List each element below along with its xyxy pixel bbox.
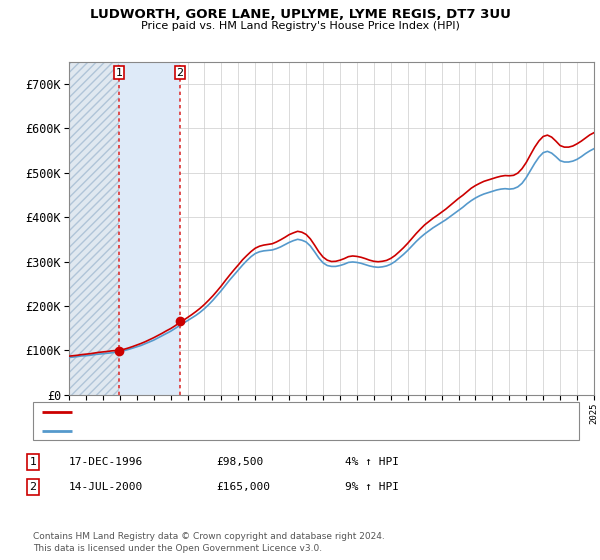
Text: HPI: Average price, detached house, East Devon: HPI: Average price, detached house, East…: [78, 426, 330, 436]
Text: 1: 1: [116, 68, 122, 78]
Text: 17-DEC-1996: 17-DEC-1996: [69, 457, 143, 467]
Text: £165,000: £165,000: [216, 482, 270, 492]
Text: £98,500: £98,500: [216, 457, 263, 467]
Text: 4% ↑ HPI: 4% ↑ HPI: [345, 457, 399, 467]
Text: 2: 2: [29, 482, 37, 492]
Text: 9% ↑ HPI: 9% ↑ HPI: [345, 482, 399, 492]
Text: LUDWORTH, GORE LANE, UPLYME, LYME REGIS, DT7 3UU: LUDWORTH, GORE LANE, UPLYME, LYME REGIS,…: [89, 8, 511, 21]
Bar: [69, 62, 119, 395]
Text: Price paid vs. HM Land Registry's House Price Index (HPI): Price paid vs. HM Land Registry's House …: [140, 21, 460, 31]
Text: Contains HM Land Registry data © Crown copyright and database right 2024.
This d: Contains HM Land Registry data © Crown c…: [33, 533, 385, 553]
Text: 14-JUL-2000: 14-JUL-2000: [69, 482, 143, 492]
Bar: [119, 62, 180, 395]
Text: LUDWORTH, GORE LANE, UPLYME, LYME REGIS, DT7 3UU (detached house): LUDWORTH, GORE LANE, UPLYME, LYME REGIS,…: [78, 407, 466, 417]
Text: 2: 2: [176, 68, 184, 78]
Text: 1: 1: [29, 457, 37, 467]
